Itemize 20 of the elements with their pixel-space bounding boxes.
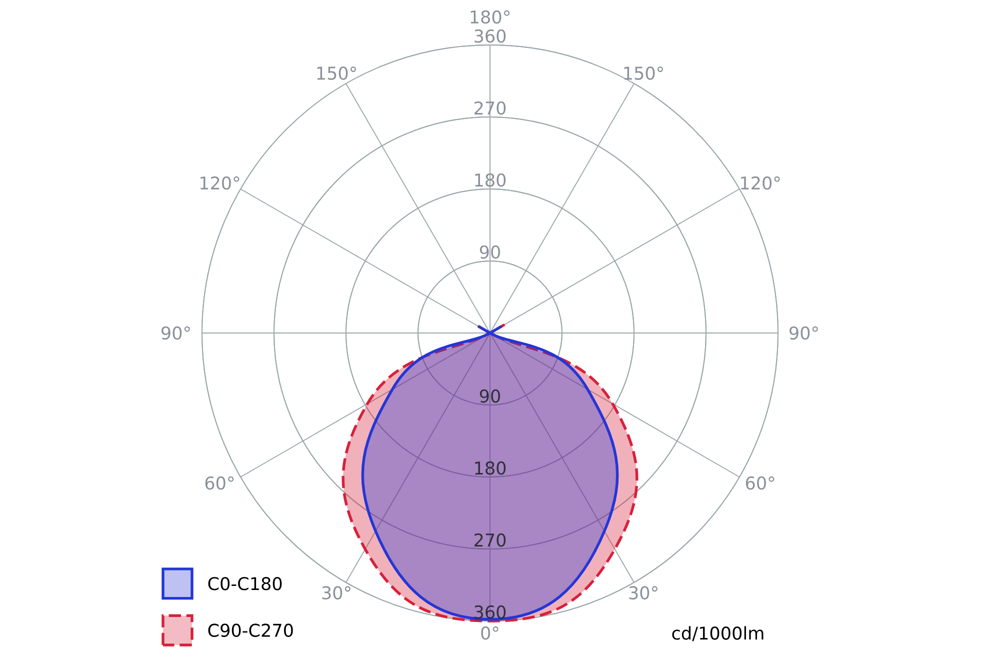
spoke-label: 120° (741, 176, 780, 190)
text: cd/1000lm (672, 626, 764, 642)
y-tick-label: 90 (480, 389, 500, 403)
spoke-label: 30° (629, 586, 658, 600)
spoke-label: 60° (746, 476, 774, 490)
y-tick-label: 180 (475, 461, 506, 475)
legend-label: C0-C180 (208, 576, 282, 590)
spoke-label: 90° (162, 326, 190, 340)
spoke-label: 180° (470, 10, 510, 24)
y-tick-label: 360 (474, 29, 506, 43)
legend-label: C90-C270 (208, 624, 293, 637)
spoke-label: 30° (322, 586, 350, 600)
spoke-label: 150° (624, 66, 663, 80)
spoke-label: 60° (205, 476, 234, 490)
y-tick-label: 270 (474, 533, 506, 547)
y-tick-label: 360 (474, 605, 506, 619)
spoke-label: 120° (200, 176, 240, 190)
spoke-label: 150° (317, 66, 356, 80)
spoke-label: 90° (790, 326, 818, 340)
spoke-label: 0° (481, 626, 498, 640)
